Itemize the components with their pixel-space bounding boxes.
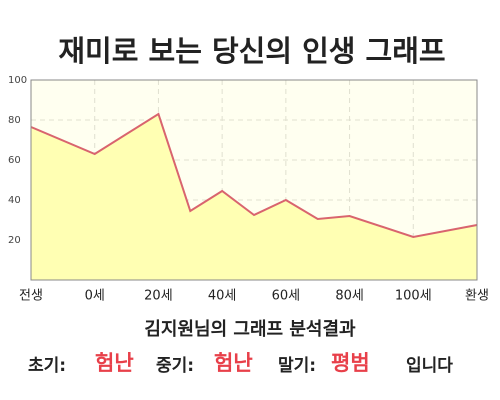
line bbox=[30, 112, 478, 239]
result-label: 중기: bbox=[156, 356, 194, 376]
chart-title: 재미로 보는 당신의 인생 그래프 bbox=[58, 34, 445, 68]
x-tick-label: 20세 bbox=[144, 289, 173, 304]
result-heading: 김지원님의 그래프 분석결과 bbox=[144, 319, 356, 340]
x-tick-label: 전생 bbox=[19, 289, 43, 304]
result-label: 말기: bbox=[278, 355, 316, 376]
plot-frame bbox=[30, 79, 478, 281]
result-suffix: 입니다 bbox=[406, 356, 453, 376]
y-tick-label: 60 bbox=[8, 155, 21, 166]
result-value: 험난 bbox=[214, 351, 253, 375]
x-tick-label: 환생 bbox=[465, 289, 489, 304]
y-tick-label: 20 bbox=[8, 235, 21, 246]
result-value: 험난 bbox=[95, 351, 134, 375]
x-tick-label: 40세 bbox=[208, 289, 237, 304]
x-tick-label: 0세 bbox=[85, 289, 105, 304]
y-tick-label: 40 bbox=[8, 195, 21, 206]
result-label: 초기: bbox=[28, 356, 66, 376]
result-value: 평범 bbox=[331, 351, 370, 375]
y-tick-label: 100 bbox=[8, 75, 27, 86]
x-tick-label: 100세 bbox=[395, 289, 432, 304]
x-tick-label: 80세 bbox=[335, 289, 364, 304]
x-tick-label: 60세 bbox=[272, 289, 301, 304]
y-tick-label: 80 bbox=[8, 115, 21, 126]
area bbox=[31, 114, 477, 280]
